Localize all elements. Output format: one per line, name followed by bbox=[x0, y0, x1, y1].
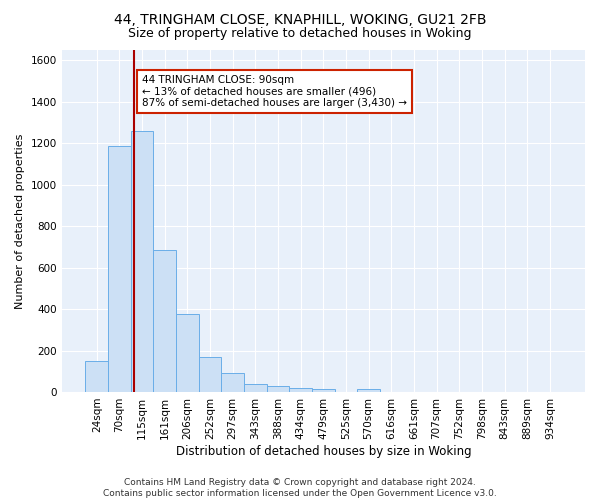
X-axis label: Distribution of detached houses by size in Woking: Distribution of detached houses by size … bbox=[176, 444, 471, 458]
Bar bbox=[312, 389, 335, 392]
Bar bbox=[131, 131, 154, 392]
Bar bbox=[244, 384, 266, 392]
Bar bbox=[108, 146, 131, 392]
Bar bbox=[176, 314, 199, 392]
Bar bbox=[358, 390, 380, 392]
Bar bbox=[199, 356, 221, 392]
Y-axis label: Number of detached properties: Number of detached properties bbox=[15, 134, 25, 308]
Bar bbox=[221, 374, 244, 392]
Bar bbox=[266, 386, 289, 392]
Text: Size of property relative to detached houses in Woking: Size of property relative to detached ho… bbox=[128, 28, 472, 40]
Text: 44, TRINGHAM CLOSE, KNAPHILL, WOKING, GU21 2FB: 44, TRINGHAM CLOSE, KNAPHILL, WOKING, GU… bbox=[114, 12, 486, 26]
Text: 44 TRINGHAM CLOSE: 90sqm
← 13% of detached houses are smaller (496)
87% of semi-: 44 TRINGHAM CLOSE: 90sqm ← 13% of detach… bbox=[142, 75, 407, 108]
Bar bbox=[154, 250, 176, 392]
Text: Contains HM Land Registry data © Crown copyright and database right 2024.
Contai: Contains HM Land Registry data © Crown c… bbox=[103, 478, 497, 498]
Bar bbox=[289, 388, 312, 392]
Bar bbox=[85, 361, 108, 392]
